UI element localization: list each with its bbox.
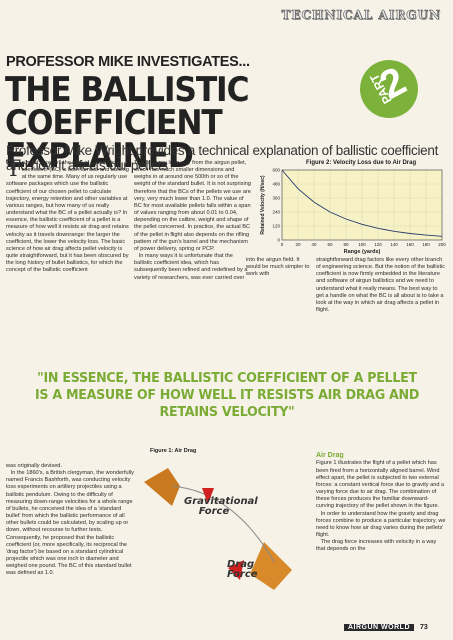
figure-1-svg — [144, 468, 292, 590]
y-tick-label: 120 — [272, 224, 280, 229]
x-tick-label: 140 — [390, 242, 398, 247]
pellet-shape — [250, 542, 292, 590]
x-tick-label: 20 — [295, 242, 301, 247]
body-col2-text: This is a very long way from the airgun … — [134, 160, 251, 281]
headline: THE BALLISTIC COEFFICIENT EXPLAINED — [5, 70, 417, 176]
body-col2b-text: into the airgun field. It would be much … — [246, 257, 310, 278]
x-tick-label: 160 — [406, 242, 414, 247]
barrel-shape — [144, 468, 180, 506]
gravitational-force-label: Gravitational Force — [184, 496, 258, 517]
trajectory-line — [171, 485, 275, 563]
section-tag: TECHNICAL AIRGUN — [281, 8, 441, 23]
body-col4-text: was originally devised. In the 1860's, a… — [6, 463, 134, 577]
x-tick-label: 60 — [327, 242, 333, 247]
x-tick-label: 80 — [343, 242, 349, 247]
body-col5-text: Figure 1 illustrates the flight of a pel… — [316, 460, 446, 553]
chart-svg: 0 20 40 60 80 100 120 140 160 180 200 0 120 240 360 480… — [260, 168, 446, 256]
magazine-name: AIRGUN WORLD — [344, 624, 414, 631]
page-number: 73 — [420, 624, 428, 631]
body-column-5: Air Drag Figure 1 illustrates the flight … — [316, 436, 446, 561]
body-column-2: This is a very long way from the airgun … — [134, 160, 252, 282]
figure-2-chart: Figure 2: Velocity Loss due to Air Drag … — [256, 160, 448, 255]
y-tick-label: 0 — [277, 238, 280, 243]
body-column-3: straightforward drag factors like every … — [316, 257, 446, 314]
y-tick-label: 240 — [272, 210, 280, 215]
kicker: PROFESSOR MIKE INVESTIGATES... — [6, 54, 250, 70]
headline-line-2: COEFFICIENT EXPLAINED — [5, 103, 223, 176]
body-col1-text: o most shooters the idea of a 'ballistic… — [6, 160, 129, 274]
figure-1-diagram — [144, 462, 310, 612]
pull-quote: "IN ESSENCE, THE BALLISTIC COEFFICIENT O… — [34, 370, 420, 420]
subheading: Professor Mike Wright provides a technic… — [6, 143, 439, 173]
body-column-2b: into the airgun field. It would be much … — [246, 257, 310, 278]
x-axis-label: Range (yards) — [344, 249, 381, 255]
x-tick-label: 40 — [311, 242, 317, 247]
drag-force-label: Drag Force — [227, 559, 258, 580]
y-tick-label: 480 — [272, 182, 280, 187]
y-tick-label: 600 — [272, 168, 280, 173]
body-column-4: was originally devised. In the 1860's, a… — [6, 463, 136, 578]
x-tick-label: 200 — [438, 242, 446, 247]
x-tick-label: 0 — [281, 242, 284, 247]
x-tick-label: 180 — [422, 242, 430, 247]
gravity-arrow — [202, 488, 214, 504]
y-tick-label: 360 — [272, 196, 280, 201]
x-tick-label: 120 — [374, 242, 382, 247]
body-col3-text: straightforward drag factors like every … — [316, 257, 446, 314]
drag-arrow — [228, 560, 244, 580]
dropcap: T — [6, 157, 21, 182]
y-axis-label: Retained Velocity (ft/sec) — [260, 175, 266, 235]
chart-title: Figure 2: Velocity Loss due to Air Drag — [306, 160, 417, 166]
air-drag-heading: Air Drag — [316, 452, 344, 460]
figure-1-title: Figure 1: Air Drag — [150, 448, 197, 454]
x-tick-label: 100 — [358, 242, 366, 247]
headline-line-1: THE BALLISTIC — [5, 70, 250, 110]
